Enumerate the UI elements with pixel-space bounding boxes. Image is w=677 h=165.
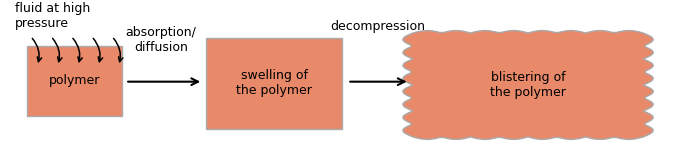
FancyBboxPatch shape <box>206 38 342 129</box>
Text: decompression: decompression <box>330 20 425 33</box>
Text: blistering of
the polymer: blistering of the polymer <box>490 71 566 99</box>
Polygon shape <box>403 31 653 139</box>
FancyBboxPatch shape <box>27 46 122 115</box>
Text: polymer: polymer <box>49 74 100 87</box>
Text: fluid at high
pressure: fluid at high pressure <box>15 2 90 30</box>
Text: absorption/
diffusion: absorption/ diffusion <box>126 26 196 54</box>
Text: swelling of
the polymer: swelling of the polymer <box>236 69 312 97</box>
